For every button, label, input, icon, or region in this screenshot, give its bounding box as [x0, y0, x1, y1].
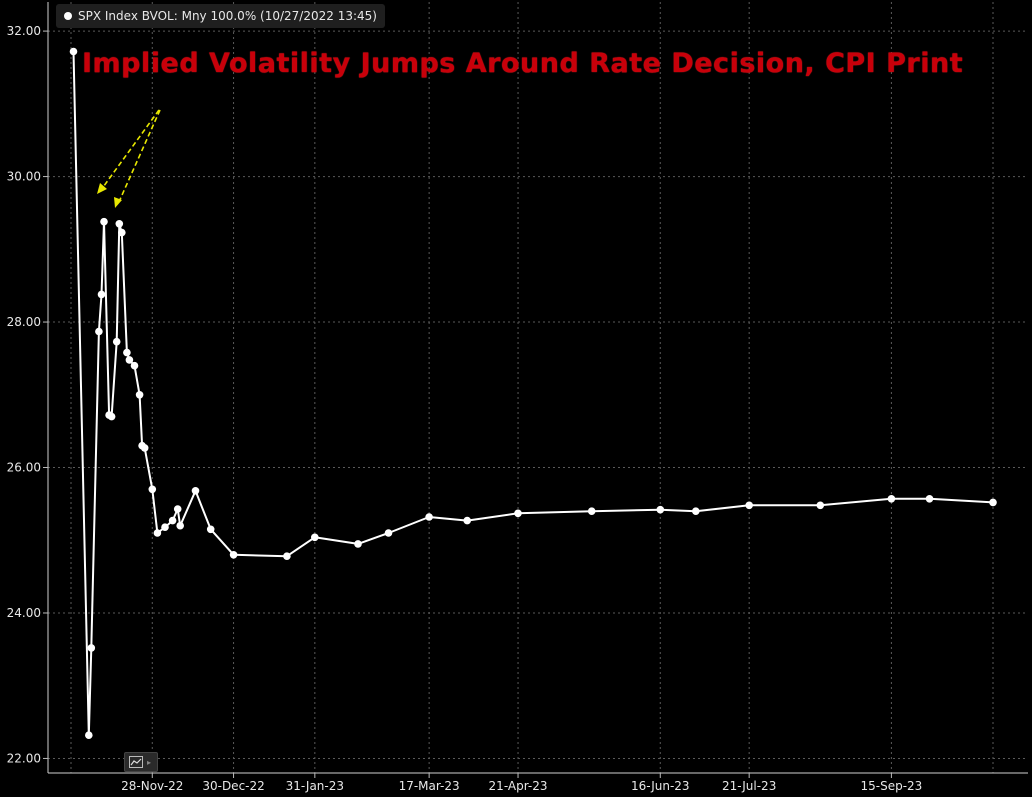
data-point — [384, 529, 393, 537]
data-point — [463, 516, 472, 525]
x-tick-label: 30-Dec-22 — [202, 779, 264, 793]
legend-marker — [64, 12, 72, 20]
data-point — [107, 412, 116, 421]
y-tick-label: 22.00 — [7, 751, 41, 765]
x-axis-ticks: 28-Nov-22 30-Dec-22 31-Jan-23 17-Mar-23 21-A… — [121, 773, 922, 793]
data-point — [425, 513, 433, 521]
x-tick-label: 16-Jun-23 — [631, 779, 690, 793]
y-tick-label: 24.00 — [7, 606, 41, 620]
chart-axes — [47, 2, 1028, 774]
data-point — [816, 501, 825, 510]
data-point — [168, 516, 177, 525]
annotation-arrow-2-head — [114, 197, 122, 208]
x-tick-label: 28-Nov-22 — [121, 779, 183, 793]
data-point — [887, 495, 896, 503]
data-point — [148, 485, 157, 494]
x-tick-label: 21-Apr-23 — [489, 779, 548, 793]
data-point — [95, 327, 103, 336]
data-point — [745, 501, 753, 510]
data-point — [125, 356, 134, 364]
data-point — [112, 337, 121, 346]
x-tick-label: 15-Sep-23 — [860, 779, 922, 793]
data-point — [925, 495, 934, 503]
data-point — [514, 509, 522, 518]
y-tick-label: 32.00 — [7, 24, 41, 38]
data-point — [100, 217, 108, 226]
y-tick-label: 30.00 — [7, 170, 41, 184]
chart-title: Implied Volatility Jumps Around Rate Dec… — [82, 48, 964, 79]
data-point — [173, 505, 182, 513]
data-point — [176, 521, 184, 530]
data-point — [206, 525, 215, 534]
data-point — [587, 507, 596, 515]
data-point — [153, 529, 162, 537]
data-point — [135, 391, 144, 399]
data-point — [69, 47, 78, 56]
y-tick-label: 26.00 — [7, 461, 41, 475]
annotation-arrow-2 — [117, 109, 161, 205]
chart-type-button[interactable]: ▸ — [124, 752, 158, 772]
annotation-arrow-1 — [100, 109, 160, 191]
data-point — [283, 552, 291, 560]
data-point — [989, 498, 997, 507]
data-point — [115, 220, 124, 228]
data-point — [85, 731, 93, 739]
x-tick-label: 31-Jan-23 — [286, 779, 344, 793]
data-point — [87, 644, 96, 652]
data-point — [656, 505, 665, 514]
annotation-arrow-1-head — [97, 183, 107, 194]
data-point — [692, 507, 700, 515]
y-axis-ticks: 22.00 24.00 26.00 28.00 30.00 32.00 — [7, 24, 48, 765]
legend-label: SPX Index BVOL: Mny 100.0% (10/27/2022 1… — [78, 9, 377, 23]
data-point — [130, 361, 139, 370]
data-point — [123, 348, 131, 357]
x-tick-label: 17-Mar-23 — [399, 779, 460, 793]
chart-legend: SPX Index BVOL: Mny 100.0% (10/27/2022 1… — [56, 4, 385, 28]
x-tick-label: 21-Jul-23 — [722, 779, 776, 793]
data-point — [161, 523, 169, 531]
y-tick-label: 28.00 — [7, 315, 41, 329]
annotation-arrows — [97, 109, 161, 208]
chevron-right-icon: ▸ — [147, 757, 152, 767]
data-point — [118, 228, 126, 237]
chart-gridlines — [48, 2, 1028, 773]
data-point — [354, 540, 362, 548]
line-chart-icon — [129, 756, 143, 768]
chart-series — [69, 47, 997, 739]
data-point — [97, 290, 106, 299]
data-point — [191, 487, 200, 495]
data-point — [140, 444, 149, 452]
series-line — [72, 51, 994, 737]
data-point — [229, 551, 238, 559]
data-point — [311, 533, 319, 542]
